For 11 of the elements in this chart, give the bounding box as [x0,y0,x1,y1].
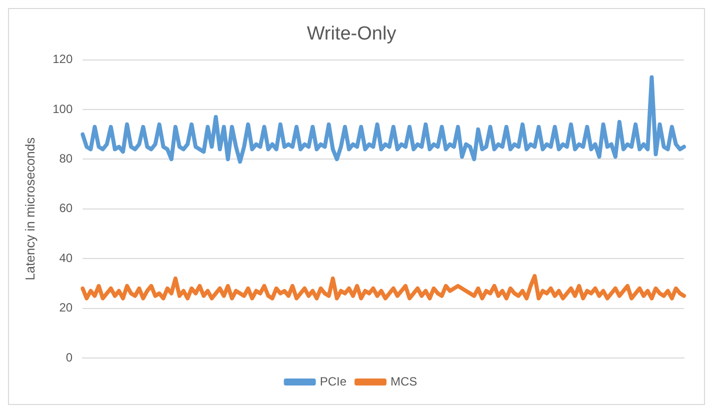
y-tick-label: 60 [59,201,73,216]
y-tick-label: 40 [59,250,73,265]
y-tick-label: 100 [52,102,73,116]
y-tick-label: 0 [66,350,73,364]
chart-title: Write-Only [306,24,397,45]
y-axis-title: Latency in microseconds [22,136,38,280]
y-tick-label: 80 [59,152,73,166]
legend-label: MCS [390,374,418,388]
y-tick-label: 20 [59,300,73,315]
y-tick-label: 120 [52,52,73,66]
legend-label: PCIe [320,374,347,388]
